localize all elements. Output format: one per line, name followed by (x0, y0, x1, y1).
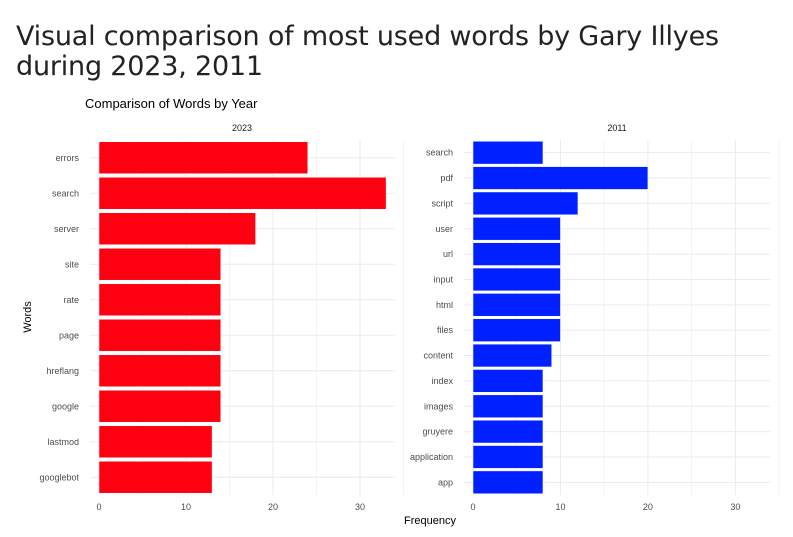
x-tick-label: 10 (555, 502, 565, 512)
category-label: content (423, 351, 453, 361)
bar-user (472, 217, 561, 241)
bar-pdf (472, 166, 649, 190)
facet-label: 2023 (232, 123, 252, 133)
facet-panels: 2023 errors search server site rate page hrefla… (39, 123, 780, 512)
category-label: images (424, 401, 454, 411)
bar-google (98, 390, 222, 423)
x-tick-label: 30 (730, 502, 740, 512)
bar-server (98, 212, 256, 245)
x-tick-label: 10 (181, 502, 191, 512)
category-label: hreflang (46, 366, 79, 376)
page-title: Visual comparison of most used words by … (16, 21, 719, 82)
category-label: index (431, 376, 453, 386)
category-label: server (54, 224, 79, 234)
category-label: pdf (440, 173, 453, 183)
category-label: search (426, 148, 453, 158)
x-axis-title: Frequency (404, 515, 456, 527)
bar-script (472, 191, 579, 216)
y-axis-title: Words (22, 301, 34, 333)
category-label: lastmod (47, 437, 79, 447)
x-tick-label: 0 (96, 502, 101, 512)
category-label: app (438, 477, 453, 487)
category-label: gruyere (422, 427, 453, 437)
x-tick-label: 0 (470, 502, 475, 512)
category-label: script (431, 198, 453, 208)
bar-gruyere (472, 419, 544, 444)
bar-search (98, 177, 387, 210)
facet-label: 2011 (607, 123, 626, 133)
category-label: errors (55, 153, 79, 163)
category-label: url (443, 249, 453, 259)
x-tick-label: 30 (355, 502, 365, 512)
bar-url (472, 242, 561, 266)
category-label: user (435, 224, 453, 234)
bar-googlebot (98, 461, 213, 494)
bar-rate (98, 283, 222, 316)
category-label: site (65, 259, 79, 269)
bar-page (98, 319, 222, 352)
category-label: googlebot (39, 472, 79, 482)
facet-panel-2011: 2011 search pdf script user url input html files… (410, 123, 780, 512)
bar-site (98, 248, 222, 281)
bar-application (472, 445, 544, 469)
bar-hreflang (98, 354, 222, 387)
x-tick-label: 20 (643, 502, 653, 512)
category-label: html (436, 300, 453, 310)
bar-images (472, 394, 544, 418)
category-label: files (437, 325, 454, 335)
bar-index (472, 369, 544, 393)
category-label: application (410, 452, 453, 462)
bar-content (472, 343, 552, 368)
facet-panel-2023: 2023 errors search server site rate page hrefla… (39, 123, 404, 512)
bar-errors (98, 141, 309, 174)
bar-search (472, 141, 544, 165)
bar-app (472, 470, 544, 494)
chart-title: Comparison of Words by Year (85, 96, 258, 111)
bar-input (472, 267, 561, 292)
category-label: rate (63, 295, 79, 305)
bar-lastmod (98, 425, 213, 458)
x-tick-label: 20 (268, 502, 278, 512)
bar-files (472, 318, 561, 342)
category-label: search (52, 188, 79, 198)
category-label: input (433, 274, 453, 284)
category-label: page (59, 330, 79, 340)
bar-html (472, 293, 561, 317)
category-label: google (52, 401, 79, 411)
